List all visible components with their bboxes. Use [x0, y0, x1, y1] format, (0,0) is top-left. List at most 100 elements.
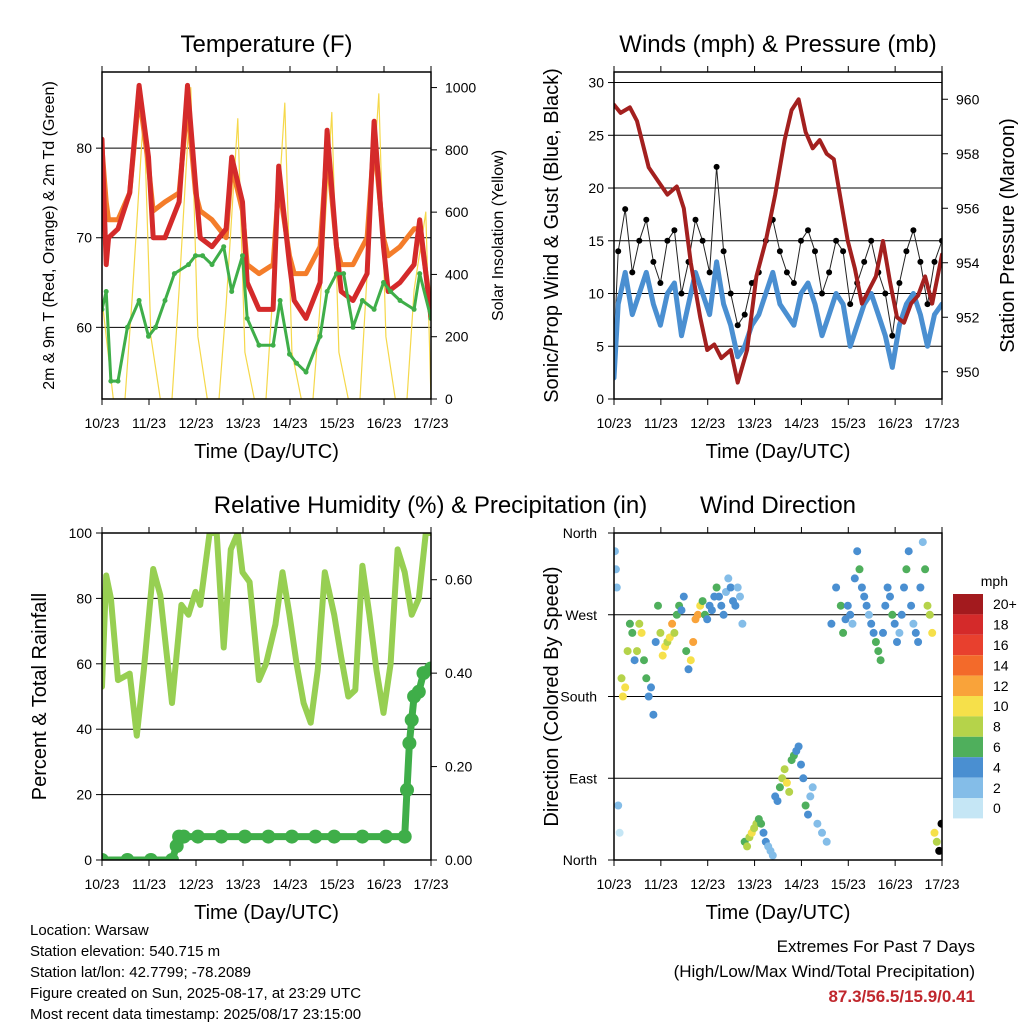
dewpoint-point: [115, 378, 121, 384]
precipitation-point: [397, 829, 412, 844]
precipitation-point: [404, 712, 419, 727]
wind-direction-point: [907, 601, 916, 610]
wind-direction-point: [871, 638, 880, 646]
wind-direction-point: [818, 828, 826, 837]
wind-gust-point: [798, 237, 804, 244]
x-tick-label: 17/23: [413, 876, 448, 892]
speed-legend-title: mph: [981, 573, 1008, 589]
y-tick-label: 60: [76, 319, 92, 335]
dewpoint-point: [317, 333, 323, 339]
wind-gust-point: [629, 269, 636, 276]
dewpoint-point: [209, 262, 215, 268]
wind-direction-point: [670, 628, 679, 637]
precipitation-point: [190, 829, 205, 844]
speed-legend-swatch: [953, 757, 983, 778]
dewpoint-point: [397, 298, 403, 303]
station-pressure-line: [614, 97, 942, 385]
temperature-xlabel: Time (Day/UTC): [194, 441, 339, 463]
y-tick-label: North: [563, 852, 597, 868]
wind-gust-point: [727, 290, 734, 297]
x-tick-label: 10/23: [596, 876, 631, 892]
wind-direction-point: [724, 574, 733, 583]
temperature-ylabel: 2m & 9m T (Red, Orange) & 2m Td (Green): [41, 81, 58, 390]
wind-direction-point: [614, 547, 619, 556]
dewpoint-point: [381, 280, 386, 285]
wind-direction-point: [703, 615, 712, 624]
x-tick-label: 11/23: [132, 415, 166, 431]
extremes-subtitle: (High/Low/Max Wind/Total Precipitation): [673, 962, 975, 981]
dewpoint-point: [186, 262, 191, 268]
wind-direction-point: [686, 656, 695, 665]
wind-direction-point: [843, 601, 852, 610]
y-tick-label: East: [569, 770, 597, 786]
x-tick-label: 13/23: [225, 876, 260, 892]
precipitation-point: [308, 829, 323, 844]
wind-direction-point: [876, 656, 885, 665]
wind-direction-point: [684, 665, 693, 674]
wind-direction-point: [862, 601, 871, 610]
speed-legend-swatch: [953, 736, 983, 758]
x-tick-label: 13/23: [737, 415, 772, 431]
y-tick-label: West: [565, 607, 597, 623]
wind-direction-point: [822, 837, 831, 846]
wind-direction-point: [733, 583, 742, 592]
precipitation-point: [165, 853, 179, 860]
speed-legend-label: 12: [993, 678, 1009, 694]
wind-direction-point: [738, 619, 747, 628]
speed-legend-swatch: [953, 696, 983, 717]
wind-direction-point: [832, 583, 841, 592]
y2-tick-label: 0: [445, 391, 453, 407]
wind-direction-point: [857, 583, 866, 592]
wind-direction-point: [731, 601, 740, 610]
wind-gust-point: [847, 301, 854, 308]
dewpoint-point: [229, 289, 235, 294]
wind-gust-point: [671, 227, 678, 234]
y-tick-label: 40: [76, 721, 92, 737]
wind-direction-point: [918, 538, 927, 547]
wind-direction-point: [904, 547, 913, 556]
speed-legend-swatch: [953, 798, 983, 819]
extremes-box: Extremes For Past 7 Days (High/Low/Max W…: [674, 934, 975, 1009]
wind-direction-point: [937, 819, 942, 828]
wind-direction-point: [914, 638, 923, 646]
wind-direction-point: [773, 797, 782, 805]
speed-legend-label: 8: [993, 719, 1001, 735]
wind-direction-point: [677, 606, 686, 615]
y2-tick-label: 0.00: [445, 852, 472, 868]
humidity-ylabel: Percent & Total Rainfall: [29, 593, 51, 801]
y-tick-label: 20: [588, 180, 604, 196]
wind-gust-point: [840, 248, 847, 255]
wind-gust-point: [882, 290, 889, 297]
wind-gust-point: [903, 248, 910, 255]
wind-direction-point: [637, 628, 646, 637]
speed-legend-label: 20+: [993, 596, 1017, 612]
y-tick-label: South: [560, 689, 597, 705]
wind-direction-point: [839, 628, 848, 637]
wind-gust-point: [692, 216, 699, 223]
dewpoint-point: [171, 271, 177, 277]
winds-xlabel: Time (Day/UTC): [706, 441, 851, 463]
direction-series-group: [614, 538, 942, 860]
wind-gust-point: [650, 258, 657, 265]
wind-direction-point: [618, 692, 627, 701]
wind-direction-point: [782, 778, 791, 787]
wind-direction-point: [743, 842, 752, 851]
wind-gust-point: [812, 248, 818, 255]
wind-direction-point: [935, 846, 942, 855]
wind-direction-point: [614, 801, 623, 810]
y-tick-label: 30: [588, 75, 604, 91]
precipitation-point: [355, 829, 370, 844]
winds-y2label: Station Pressure (Maroon): [997, 118, 1019, 353]
wind-gust-point: [741, 311, 748, 318]
y2-tick-label: 952: [956, 309, 980, 325]
temperature-title: Temperature (F): [180, 31, 352, 58]
wind-direction-point: [682, 647, 691, 656]
direction-xlabel: Time (Day/UTC): [706, 902, 851, 924]
winds-panel: Winds (mph) & Pressure (mb) 0 5 10 15 20 25 30 9…: [541, 31, 1019, 463]
wind-direction-point: [651, 638, 660, 646]
precipitation-point: [400, 782, 414, 797]
speed-legend-swatch: [953, 634, 983, 656]
y-tick-label: 10: [588, 286, 604, 302]
y-tick-label: 70: [76, 230, 92, 246]
